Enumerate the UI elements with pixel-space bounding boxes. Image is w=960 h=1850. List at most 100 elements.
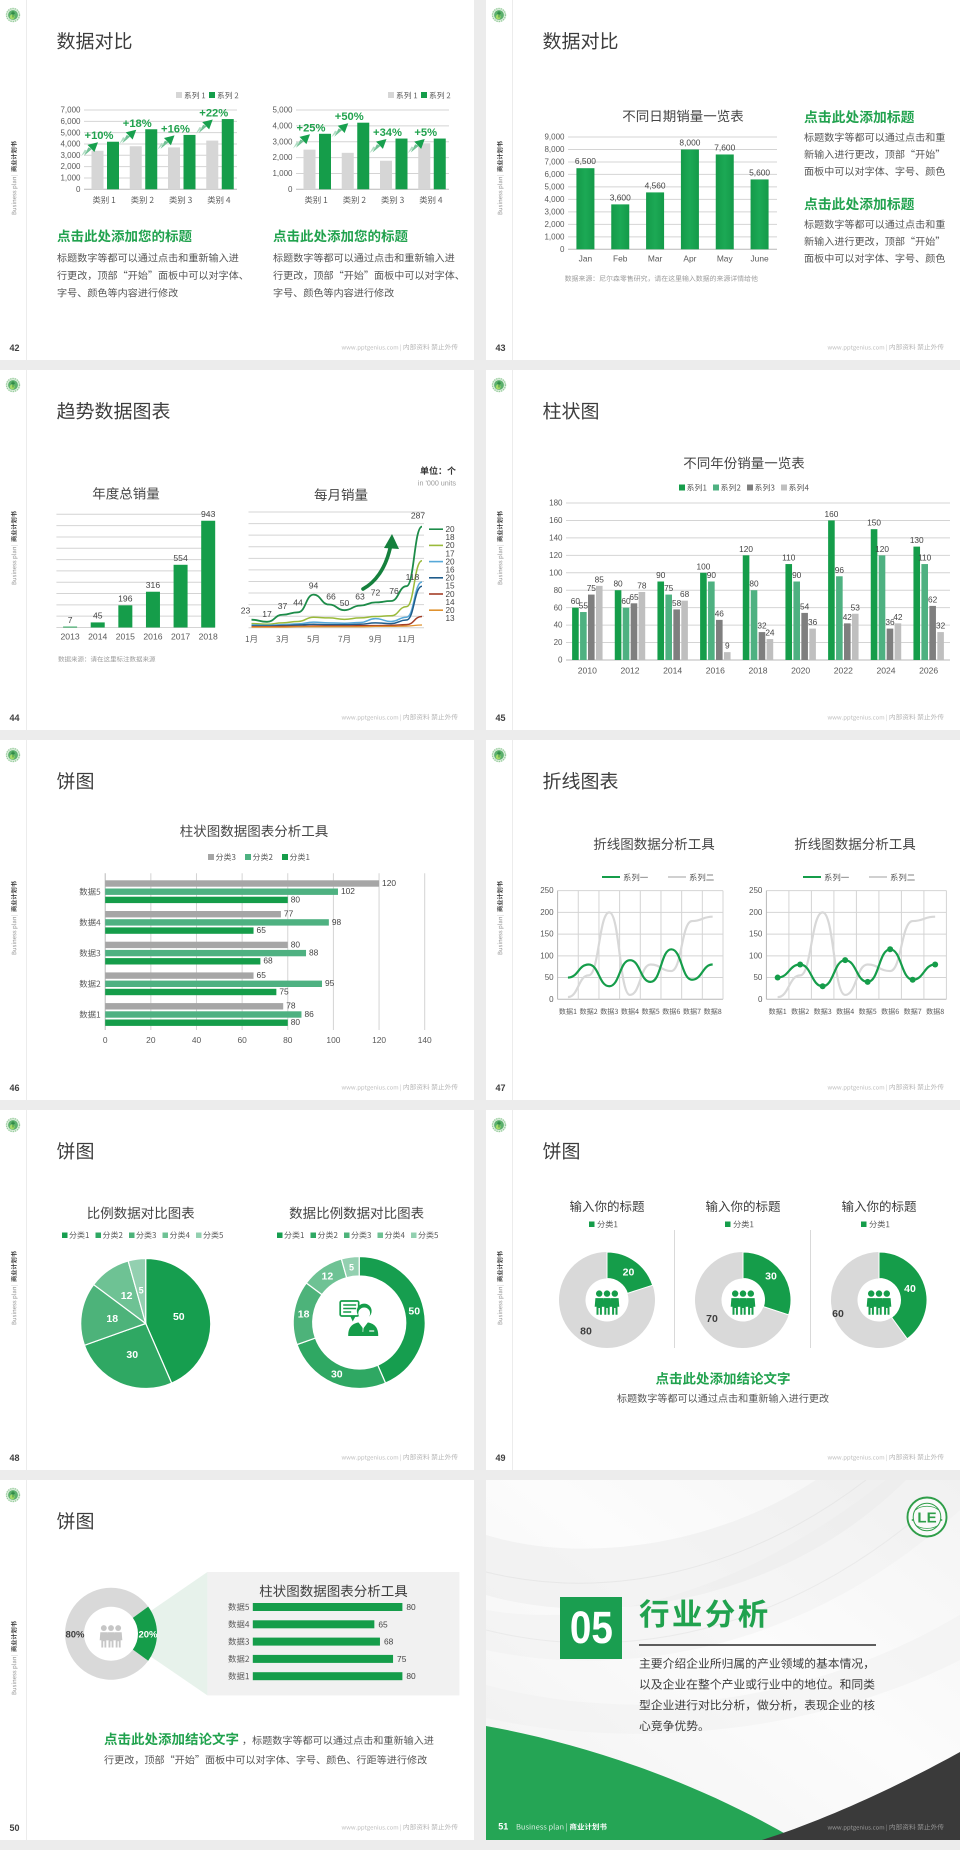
svg-text:110: 110 (918, 553, 932, 563)
svg-text:53: 53 (851, 602, 861, 612)
svg-text:42: 42 (10, 343, 20, 353)
svg-text:20: 20 (146, 1035, 156, 1045)
svg-text:78: 78 (637, 580, 647, 590)
svg-text:80: 80 (291, 1017, 301, 1027)
svg-text:72: 72 (371, 587, 381, 597)
svg-text:200: 200 (749, 908, 763, 917)
svg-text:80: 80 (406, 1602, 416, 1612)
svg-text:+50%: +50% (335, 111, 364, 123)
svg-text:180: 180 (549, 499, 563, 508)
svg-text:68: 68 (384, 1637, 394, 1647)
svg-text:+34%: +34% (373, 127, 402, 139)
svg-text:36: 36 (885, 617, 895, 627)
svg-text:40: 40 (192, 1035, 202, 1045)
svg-text:75: 75 (587, 583, 597, 593)
svg-text:4,000: 4,000 (60, 140, 81, 149)
svg-text:80: 80 (554, 586, 563, 595)
svg-text:85: 85 (595, 574, 605, 584)
svg-text:20: 20 (623, 1267, 635, 1279)
svg-text:68: 68 (263, 956, 273, 966)
svg-text:2013: 2013 (61, 632, 80, 642)
svg-text:2016: 2016 (706, 666, 725, 676)
svg-text:0: 0 (103, 1035, 108, 1045)
svg-text:287: 287 (411, 511, 426, 521)
svg-text:5: 5 (139, 1286, 144, 1296)
svg-text:40: 40 (904, 1283, 916, 1295)
svg-text:75: 75 (397, 1654, 407, 1664)
svg-text:44: 44 (10, 713, 20, 723)
svg-text:196: 196 (118, 594, 133, 604)
svg-text:943: 943 (201, 509, 216, 519)
svg-text:45: 45 (496, 713, 506, 723)
svg-text:2018: 2018 (199, 632, 218, 642)
svg-text:3,000: 3,000 (60, 151, 81, 160)
svg-text:130: 130 (910, 535, 924, 545)
svg-text:65: 65 (257, 970, 267, 980)
svg-text:2022: 2022 (834, 666, 853, 676)
svg-text:49: 49 (496, 1453, 506, 1463)
svg-text:45: 45 (93, 611, 103, 621)
svg-text:80%: 80% (65, 1630, 85, 1641)
svg-text:120: 120 (739, 544, 753, 554)
svg-text:66: 66 (326, 592, 336, 602)
svg-text:7: 7 (68, 615, 73, 625)
svg-text:0: 0 (549, 995, 554, 1004)
svg-text:62: 62 (928, 594, 938, 604)
svg-text:05: 05 (570, 1602, 613, 1653)
svg-text:120: 120 (549, 551, 563, 560)
svg-text:18: 18 (446, 533, 456, 542)
svg-text:120: 120 (875, 544, 889, 554)
svg-text:3,600: 3,600 (610, 192, 631, 202)
svg-text:46: 46 (10, 1083, 20, 1093)
svg-text:54: 54 (800, 601, 810, 611)
svg-text:9,000: 9,000 (544, 133, 565, 142)
svg-text:96: 96 (835, 565, 845, 575)
svg-text:98: 98 (332, 917, 342, 927)
svg-text:100: 100 (326, 1035, 340, 1045)
svg-text:76: 76 (389, 586, 399, 596)
svg-text:46: 46 (715, 608, 725, 618)
svg-text:20: 20 (446, 590, 456, 599)
svg-text:120: 120 (372, 1035, 386, 1045)
svg-text:60: 60 (621, 596, 631, 606)
svg-text:42: 42 (843, 612, 853, 622)
svg-text:20: 20 (446, 557, 456, 566)
svg-text:50: 50 (340, 598, 350, 608)
svg-text:150: 150 (867, 518, 881, 528)
svg-text:70: 70 (706, 1313, 718, 1325)
svg-text:32: 32 (936, 621, 946, 631)
svg-text:250: 250 (540, 886, 554, 895)
svg-text:120: 120 (382, 878, 396, 888)
svg-text:13: 13 (446, 614, 456, 623)
svg-text:60: 60 (832, 1308, 844, 1320)
svg-text:88: 88 (309, 948, 319, 958)
svg-text:50: 50 (173, 1311, 185, 1323)
svg-text:68: 68 (680, 589, 690, 599)
svg-text:200: 200 (540, 908, 554, 917)
svg-text:2010: 2010 (578, 666, 597, 676)
svg-text:+5%: +5% (414, 127, 437, 139)
svg-text:+10%: +10% (85, 130, 114, 142)
svg-text:36: 36 (808, 617, 818, 627)
svg-text:51: 51 (498, 1822, 508, 1832)
svg-text:24: 24 (765, 628, 775, 638)
svg-text:60: 60 (237, 1035, 247, 1045)
svg-text:80: 80 (283, 1035, 293, 1045)
svg-text:9: 9 (725, 641, 730, 651)
svg-text:0: 0 (758, 995, 763, 1004)
svg-text:6,000: 6,000 (544, 170, 565, 179)
svg-text:7,600: 7,600 (714, 142, 735, 152)
svg-text:18: 18 (106, 1313, 118, 1325)
svg-text:2024: 2024 (876, 666, 895, 676)
svg-text:40: 40 (554, 621, 563, 630)
svg-text:2,000: 2,000 (544, 220, 565, 229)
svg-text:80: 80 (406, 1671, 416, 1681)
svg-text:100: 100 (696, 561, 710, 571)
svg-text:4,000: 4,000 (272, 121, 293, 130)
svg-text:18: 18 (298, 1309, 310, 1321)
svg-text:160: 160 (824, 509, 838, 519)
svg-text:2020: 2020 (791, 666, 810, 676)
svg-text:Mar: Mar (648, 253, 663, 263)
svg-text:65: 65 (257, 925, 267, 935)
svg-text:LE: LE (917, 1510, 936, 1527)
